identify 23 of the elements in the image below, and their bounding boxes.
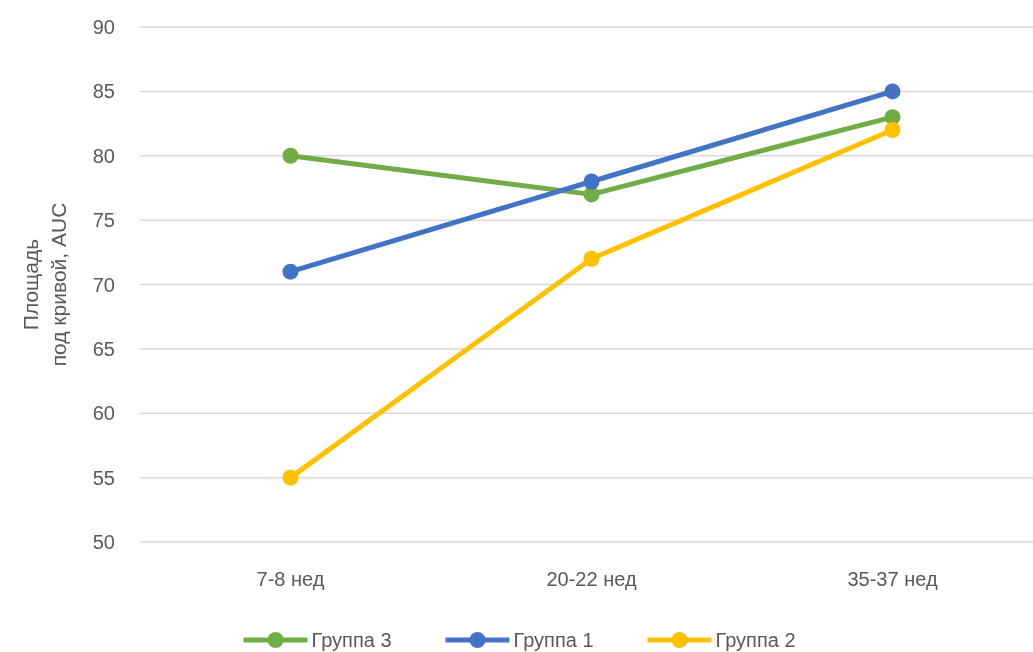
- y-tick-label: 55: [92, 466, 115, 489]
- y-tick-label: 80: [92, 144, 115, 167]
- point: [282, 469, 299, 486]
- legend-label: Группа 3: [311, 629, 392, 651]
- point: [884, 122, 901, 138]
- y-tick-label: 70: [92, 273, 115, 296]
- point: [583, 250, 600, 267]
- y-axis-title: Площадь под кривой, AUC: [19, 202, 70, 367]
- point: [282, 147, 299, 164]
- legend-label: Группа 2: [715, 629, 796, 651]
- x-tick-label: 20-22 нед: [546, 568, 637, 590]
- y-tick-label: 50: [92, 531, 115, 553]
- point: [884, 83, 901, 100]
- point: [583, 173, 600, 190]
- y-tick-label: 65: [92, 337, 115, 360]
- y-tick-label: 75: [92, 209, 115, 232]
- x-tick-label: 7-8 нед: [256, 568, 325, 590]
- point: [282, 263, 299, 280]
- legend-label: Группа 1: [513, 629, 594, 651]
- y-tick-label: 85: [92, 80, 115, 103]
- x-tick-label: 35-37 нед: [847, 568, 938, 590]
- y-tick-label: 90: [92, 16, 115, 38]
- y-tick-label: 60: [92, 402, 115, 425]
